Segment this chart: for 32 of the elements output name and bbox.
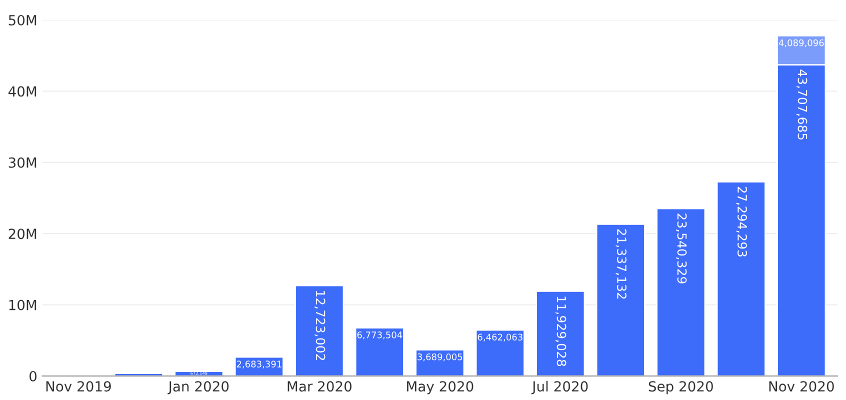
- bar: [475, 329, 525, 376]
- x-tick-label: Jul 2020: [531, 380, 588, 394]
- bar: [716, 180, 766, 376]
- y-tick-label: 40M: [8, 86, 36, 97]
- bar: [536, 290, 586, 376]
- x-tick-label: Sep 2020: [648, 381, 713, 394]
- x-tick-label: May 2020: [407, 381, 474, 394]
- data-label: 43,707,685: [796, 70, 808, 140]
- data-label: 23,540,329: [676, 214, 687, 284]
- x-tick-label: Jan 2020: [168, 381, 229, 394]
- data-label: 6,773,504: [357, 331, 402, 340]
- bar: [656, 208, 706, 376]
- data-label: 27,294,293: [736, 186, 747, 257]
- data-label: 4,089,096: [778, 39, 824, 48]
- bar: [415, 349, 465, 376]
- bar: [294, 284, 344, 376]
- data-label: 6,462,063: [478, 334, 522, 342]
- data-label: 2,683,391: [236, 360, 282, 368]
- data-label: 3,689,005: [418, 353, 462, 362]
- x-tick-label: Nov 2020: [769, 381, 834, 392]
- y-tick-label: 30M: [8, 157, 36, 168]
- y-tick-label: 10M: [9, 300, 36, 310]
- y-tick-label: 0: [30, 370, 37, 382]
- data-label: 21,337,132: [616, 229, 626, 299]
- y-tick-label: 20M: [8, 228, 36, 240]
- bar: [596, 223, 646, 376]
- data-label: 11,929,028: [556, 296, 566, 366]
- data-label: 12,723,002: [314, 291, 326, 360]
- x-tick-label: Nov 2019: [46, 381, 111, 392]
- y-tick-label: 50M: [8, 14, 36, 26]
- bar: [354, 327, 404, 376]
- x-tick-label: Mar 2020: [288, 381, 352, 392]
